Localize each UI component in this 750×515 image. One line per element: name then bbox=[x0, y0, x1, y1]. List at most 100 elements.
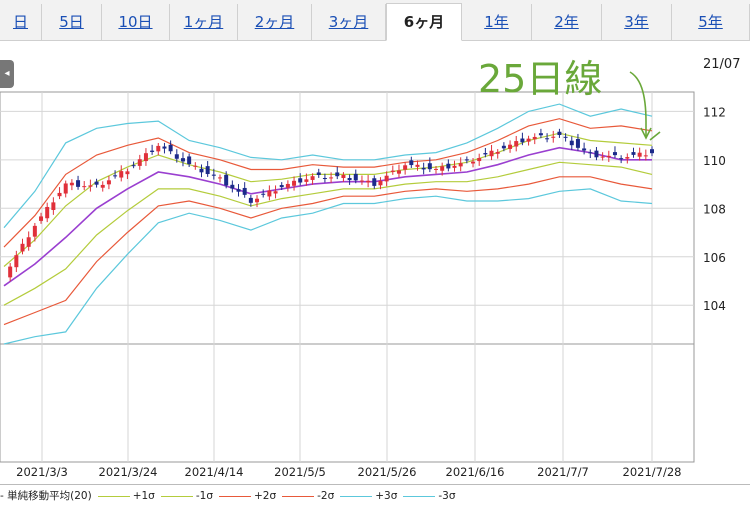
candle-body-44 bbox=[273, 191, 278, 194]
candle-body-49 bbox=[304, 179, 309, 182]
candle-body-16 bbox=[100, 184, 105, 188]
candle-body-2 bbox=[14, 255, 19, 268]
candle-body-74 bbox=[458, 163, 463, 167]
tab-8[interactable]: 2年 bbox=[532, 4, 602, 40]
candle-body-75 bbox=[464, 159, 469, 161]
candle-body-99 bbox=[612, 152, 617, 156]
tab-6[interactable]: 6ヶ月 bbox=[386, 3, 462, 41]
candle-body-63 bbox=[390, 170, 395, 172]
candle-body-50 bbox=[310, 176, 315, 180]
candle-body-30 bbox=[187, 156, 192, 165]
candle-body-68 bbox=[421, 167, 426, 170]
candle-body-1 bbox=[8, 266, 13, 278]
legend-row: - 単純移動平均(20) +1σ -1σ +2σ -2σ +3σ -3σ bbox=[0, 488, 456, 503]
candle-body-87 bbox=[538, 133, 543, 136]
bollinger-chart: 104 106 108 110 112 2021/3/3 2021/3/24 2021/4/1… bbox=[0, 71, 726, 479]
candle-body-94 bbox=[582, 148, 587, 151]
candle-body-60 bbox=[372, 178, 377, 186]
candle-body-91 bbox=[563, 136, 568, 138]
annotation-tick bbox=[649, 131, 661, 141]
x-tick-label-1: 2021/3/24 bbox=[99, 465, 158, 479]
y-tick-label-2: 108 bbox=[703, 202, 726, 216]
candle-body-90 bbox=[557, 131, 562, 136]
candle-body-6 bbox=[39, 216, 44, 221]
candle-body-102 bbox=[631, 152, 636, 155]
candle-body-103 bbox=[637, 152, 642, 157]
chart-tool-button[interactable]: ◂ bbox=[0, 60, 14, 88]
y-tick-label-1: 106 bbox=[703, 251, 726, 265]
candle-body-95 bbox=[588, 152, 593, 154]
candle-body-79 bbox=[489, 150, 494, 157]
candle-body-39 bbox=[242, 187, 247, 195]
candle-body-40 bbox=[248, 197, 253, 203]
tab-5[interactable]: 3ヶ月 bbox=[312, 4, 386, 40]
legend-swatch-5 bbox=[340, 495, 373, 497]
legend-entry-3: +2σ bbox=[253, 490, 277, 502]
candle-body-51 bbox=[316, 172, 321, 175]
band-line-1 bbox=[3, 132, 653, 267]
candle-body-89 bbox=[551, 136, 556, 138]
candle-body-5 bbox=[32, 225, 37, 237]
y-tick-label-4: 112 bbox=[703, 105, 726, 119]
candle-body-37 bbox=[230, 184, 235, 189]
candle-body-12 bbox=[76, 180, 81, 187]
candle-body-20 bbox=[125, 171, 130, 175]
x-tick-label-4: 2021/5/26 bbox=[358, 465, 417, 479]
candle-body-78 bbox=[483, 153, 488, 155]
candle-body-47 bbox=[292, 180, 297, 186]
candle-body-81 bbox=[501, 145, 506, 149]
candle-body-71 bbox=[440, 166, 445, 171]
tab-7[interactable]: 1年 bbox=[462, 4, 532, 40]
candle-body-8 bbox=[51, 202, 56, 211]
tab-3[interactable]: 1ヶ月 bbox=[170, 4, 238, 40]
candle-body-104 bbox=[643, 155, 648, 157]
band-line-3 bbox=[3, 118, 653, 248]
legend-entry-2: -1σ bbox=[195, 490, 213, 502]
band-line-2 bbox=[3, 161, 653, 306]
tab-2[interactable]: 10日 bbox=[102, 4, 170, 40]
candle-body-52 bbox=[322, 178, 327, 180]
tab-9[interactable]: 3年 bbox=[602, 4, 672, 40]
candle-body-56 bbox=[347, 178, 352, 181]
candle-body-42 bbox=[261, 193, 266, 195]
candle-body-73 bbox=[452, 165, 457, 168]
candle-body-83 bbox=[514, 141, 519, 147]
band-line-0 bbox=[3, 146, 652, 287]
candle-body-36 bbox=[224, 174, 229, 186]
candle-body-7 bbox=[45, 206, 50, 219]
tab-1[interactable]: 5日 bbox=[42, 4, 102, 40]
candle-body-57 bbox=[353, 173, 358, 181]
candle-body-27 bbox=[168, 144, 173, 152]
candle-body-97 bbox=[600, 156, 605, 158]
x-tick-label-6: 2021/7/7 bbox=[537, 465, 589, 479]
candle-body-38 bbox=[236, 189, 241, 192]
x-tick-label-7: 2021/7/28 bbox=[623, 465, 682, 479]
candle-body-86 bbox=[532, 136, 537, 140]
band-line-6 bbox=[3, 188, 653, 345]
candle-body-24 bbox=[150, 150, 155, 152]
candle-body-11 bbox=[69, 182, 74, 186]
x-tick-label-5: 2021/6/16 bbox=[446, 465, 505, 479]
tab-4[interactable]: 2ヶ月 bbox=[238, 4, 312, 40]
y-tick-label-3: 110 bbox=[703, 154, 726, 168]
legend-entry-4: -2σ bbox=[317, 490, 335, 502]
candle-body-14 bbox=[88, 185, 93, 187]
legend: - 単純移動平均(20) +1σ -1σ +2σ -2σ +3σ -3σ bbox=[0, 484, 750, 515]
candle-body-18 bbox=[113, 175, 118, 177]
legend-swatch-1 bbox=[97, 495, 130, 497]
legend-entry-0: 単純移動平均(20) bbox=[7, 490, 92, 502]
candle-body-66 bbox=[409, 160, 414, 166]
candle-body-17 bbox=[106, 180, 111, 185]
candle-body-62 bbox=[384, 175, 389, 182]
candle-body-69 bbox=[427, 163, 432, 170]
tab-0[interactable]: 日 bbox=[0, 4, 42, 40]
legend-swatch-3 bbox=[218, 495, 251, 497]
candle-body-59 bbox=[366, 180, 371, 183]
candle-body-77 bbox=[477, 158, 482, 162]
candle-body-3 bbox=[20, 243, 25, 252]
legend-entry-5: +3σ bbox=[375, 490, 398, 502]
candle-body-98 bbox=[606, 155, 611, 158]
period-tabs: 日 5日 10日 1ヶ月 2ヶ月 3ヶ月 6ヶ月 1年 2年 3年 5年 bbox=[0, 0, 750, 41]
legend-swatch-2 bbox=[160, 495, 193, 497]
lower-panel bbox=[0, 343, 695, 463]
